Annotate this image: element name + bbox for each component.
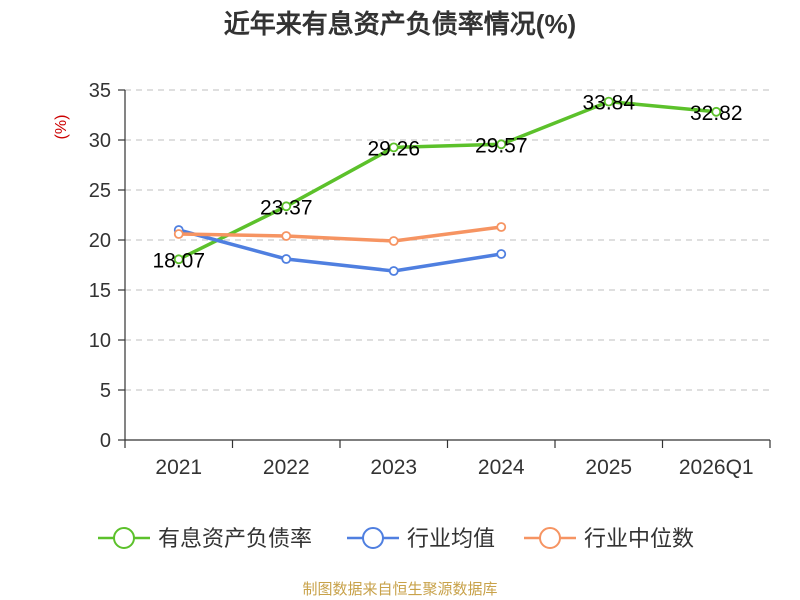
x-tick-label: 2021: [155, 456, 202, 479]
y-tick-label: 20: [89, 230, 111, 252]
legend: 有息资产负债率 行业均值 行业中位数: [98, 526, 694, 551]
y-tick-label: 35: [89, 80, 111, 102]
legend-label: 行业均值: [407, 526, 495, 551]
data-label: 32.82: [690, 102, 743, 125]
data-label: 29.57: [475, 134, 528, 157]
data-point: [603, 96, 614, 107]
source-note: 制图数据来自恒生聚源数据库: [302, 581, 497, 598]
legend-label: 行业中位数: [584, 526, 694, 551]
chart-title: 近年来有息资产负债率情况(%): [224, 9, 576, 39]
x-tick-label: 2022: [263, 456, 310, 479]
data-point: [496, 249, 507, 259]
legend-item-1[interactable]: 行业均值: [347, 526, 495, 551]
y-tick-label: 15: [89, 280, 111, 302]
data-point: [388, 266, 399, 276]
data-point: [281, 231, 292, 241]
legend-swatch-marker: [113, 527, 135, 549]
data-point: [173, 229, 184, 239]
y-axis-label: (%): [53, 115, 70, 140]
legend-label: 有息资产负债率: [158, 526, 312, 551]
data-point: [173, 254, 184, 265]
data-point: [496, 222, 507, 232]
x-tick-label: 2024: [478, 456, 525, 479]
data-label: 33.84: [582, 92, 635, 115]
data-point: [388, 142, 399, 153]
y-tick-label: 30: [89, 130, 111, 152]
y-tick-label: 10: [89, 330, 111, 352]
data-labels: 18.07 23.37 29.26 29.57 33.84 32.82: [152, 92, 742, 273]
legend-swatch-marker: [539, 527, 561, 549]
series-line-1: [178, 228, 502, 273]
x-tick-label: 2023: [370, 456, 417, 479]
data-label: 18.07: [152, 249, 205, 272]
y-tick-label: 5: [100, 380, 111, 402]
series-lines: [173, 96, 722, 276]
legend-item-0[interactable]: 有息资产负债率: [98, 526, 312, 551]
data-point: [281, 254, 292, 264]
legend-item-2[interactable]: 行业中位数: [524, 526, 694, 551]
y-tick-label: 25: [89, 180, 111, 202]
data-point: [281, 201, 292, 212]
data-label: 29.26: [367, 137, 420, 160]
gridlines: [125, 89, 770, 391]
data-point: [388, 236, 399, 246]
x-tick-label: 2026Q1: [679, 456, 754, 479]
series-line-0: [177, 99, 717, 261]
legend-swatch-marker: [362, 527, 384, 549]
data-point: [711, 106, 722, 117]
y-tick-label: 0: [100, 430, 111, 452]
data-point: [496, 139, 507, 150]
data-label: 23.37: [260, 196, 313, 219]
series-line-2: [178, 225, 502, 243]
x-tick-label: 2025: [585, 456, 632, 479]
